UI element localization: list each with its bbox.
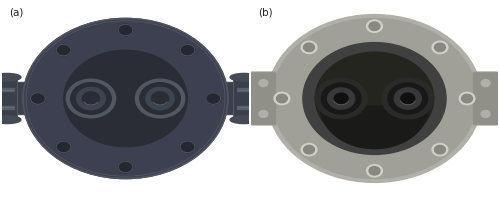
- FancyBboxPatch shape: [0, 76, 18, 121]
- Circle shape: [304, 145, 314, 154]
- Circle shape: [322, 83, 361, 114]
- Circle shape: [481, 111, 490, 117]
- Ellipse shape: [230, 116, 258, 124]
- Circle shape: [136, 79, 185, 118]
- Circle shape: [303, 43, 446, 154]
- Bar: [2, 82, 249, 114]
- Ellipse shape: [230, 73, 258, 81]
- Circle shape: [382, 78, 434, 119]
- Bar: [0, 88, 14, 91]
- Circle shape: [118, 24, 133, 36]
- Circle shape: [315, 78, 367, 119]
- Text: (b): (b): [258, 8, 273, 18]
- Circle shape: [82, 92, 100, 105]
- FancyBboxPatch shape: [234, 76, 254, 121]
- Circle shape: [334, 93, 348, 104]
- Circle shape: [64, 50, 187, 147]
- Circle shape: [180, 141, 195, 153]
- FancyBboxPatch shape: [472, 72, 498, 125]
- Circle shape: [394, 88, 421, 109]
- Circle shape: [180, 44, 195, 56]
- Circle shape: [366, 165, 382, 177]
- Circle shape: [206, 93, 220, 104]
- Circle shape: [30, 93, 46, 104]
- Circle shape: [401, 93, 414, 104]
- Circle shape: [462, 94, 472, 103]
- Circle shape: [274, 92, 290, 105]
- Circle shape: [388, 83, 428, 114]
- Circle shape: [369, 22, 380, 30]
- Wedge shape: [320, 106, 429, 149]
- Circle shape: [272, 19, 477, 178]
- Circle shape: [434, 43, 446, 52]
- Circle shape: [301, 41, 317, 54]
- FancyBboxPatch shape: [250, 72, 276, 125]
- Circle shape: [328, 88, 354, 109]
- Circle shape: [259, 111, 268, 117]
- Circle shape: [481, 80, 490, 86]
- Circle shape: [152, 92, 168, 105]
- Circle shape: [146, 87, 174, 110]
- Circle shape: [140, 83, 180, 114]
- Circle shape: [304, 43, 314, 52]
- Circle shape: [315, 52, 434, 145]
- Text: (a): (a): [10, 8, 24, 18]
- Circle shape: [66, 79, 116, 118]
- Bar: [237, 106, 251, 109]
- Circle shape: [23, 19, 228, 178]
- Circle shape: [432, 41, 448, 54]
- Circle shape: [76, 87, 106, 110]
- Ellipse shape: [0, 73, 21, 81]
- Circle shape: [118, 161, 133, 173]
- Circle shape: [366, 20, 382, 32]
- Circle shape: [56, 141, 71, 153]
- Bar: [237, 88, 251, 91]
- Circle shape: [70, 83, 111, 114]
- Circle shape: [56, 44, 71, 56]
- Circle shape: [267, 15, 482, 182]
- Ellipse shape: [0, 116, 21, 124]
- Circle shape: [459, 92, 475, 105]
- Circle shape: [276, 94, 287, 103]
- Circle shape: [301, 143, 317, 156]
- Circle shape: [259, 80, 268, 86]
- Bar: [0, 106, 14, 109]
- Circle shape: [369, 167, 380, 175]
- Circle shape: [434, 145, 446, 154]
- Circle shape: [432, 143, 448, 156]
